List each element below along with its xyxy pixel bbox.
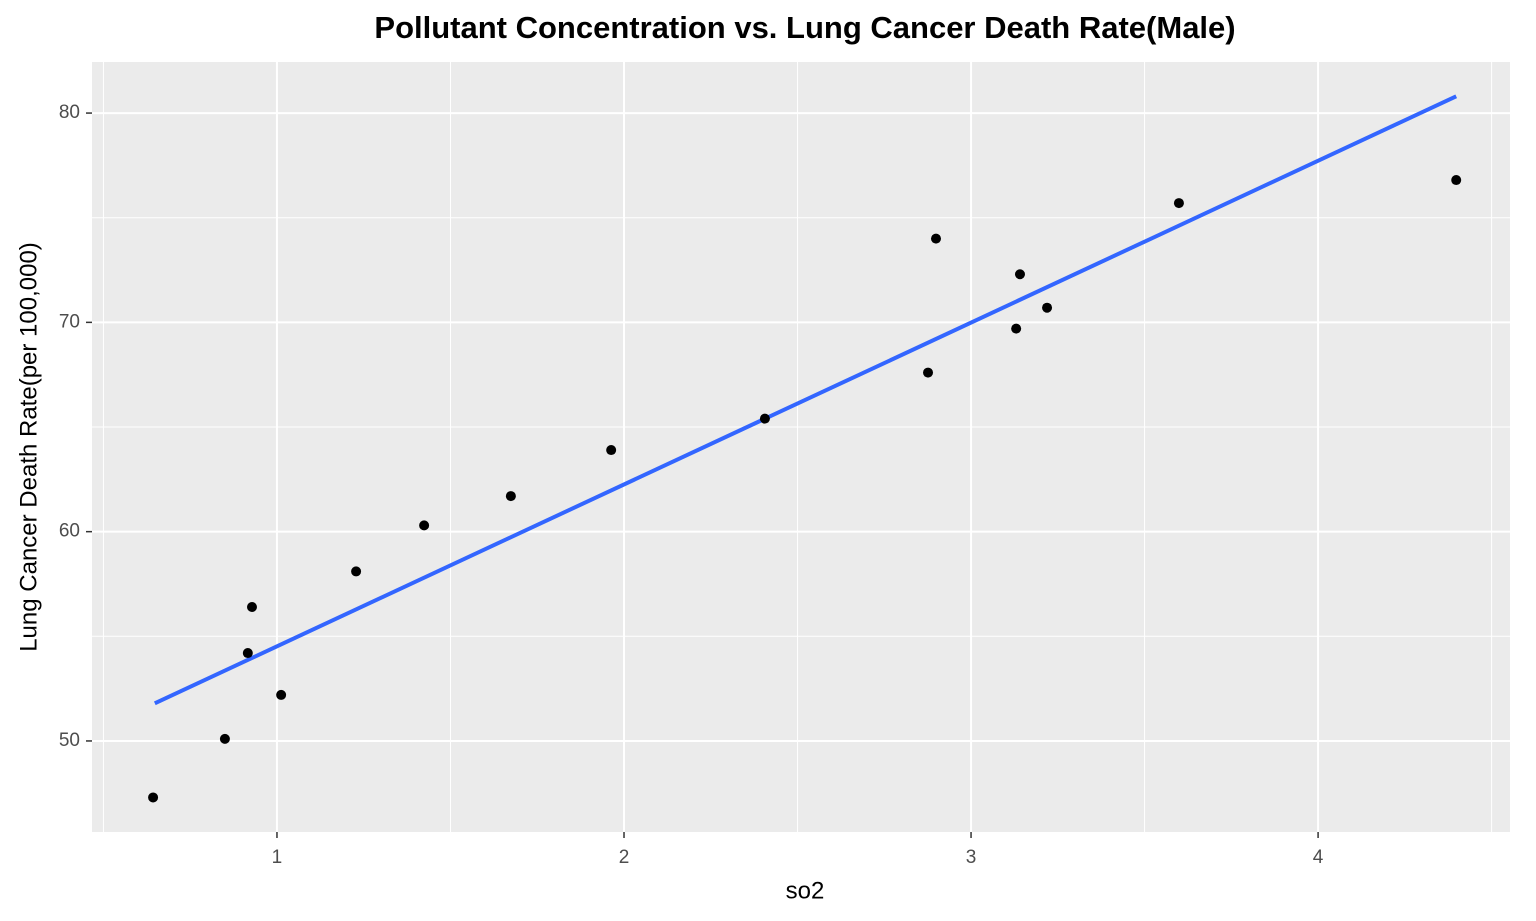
x-tick-label: 1 xyxy=(272,847,283,868)
y-tick-label: 70 xyxy=(59,311,80,332)
point xyxy=(1173,198,1184,209)
panel xyxy=(92,62,1510,832)
point xyxy=(351,566,362,577)
x-tick-label: 4 xyxy=(1313,847,1324,868)
trend-line xyxy=(153,94,1458,706)
point xyxy=(419,520,430,531)
point xyxy=(148,792,159,803)
point xyxy=(1042,302,1053,313)
point xyxy=(759,413,770,424)
x-tick-label: 2 xyxy=(619,847,630,868)
point xyxy=(246,602,257,613)
point xyxy=(242,648,253,659)
x-tick-label: 3 xyxy=(966,847,977,868)
point xyxy=(930,233,941,244)
y-tick-label: 80 xyxy=(59,102,80,123)
y-tick-label: 60 xyxy=(59,521,80,542)
point xyxy=(1014,269,1025,280)
point xyxy=(1451,175,1462,186)
point xyxy=(219,733,230,744)
point xyxy=(1011,323,1022,334)
y-tick-label: 50 xyxy=(59,730,80,751)
x-axis-label: so2 xyxy=(786,877,825,904)
point xyxy=(923,367,934,378)
point xyxy=(276,689,287,700)
chart-title: Pollutant Concentration vs. Lung Cancer … xyxy=(374,10,1235,45)
point xyxy=(505,491,516,502)
point xyxy=(606,445,617,456)
y-axis-label: Lung Cancer Death Rate(per 100,000) xyxy=(15,242,42,652)
